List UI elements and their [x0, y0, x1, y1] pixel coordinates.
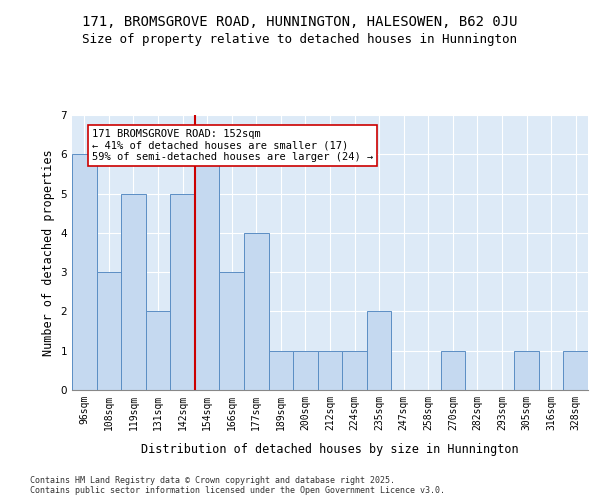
- Bar: [563, 350, 588, 390]
- Bar: [318, 350, 342, 390]
- Bar: [220, 272, 244, 390]
- Text: Distribution of detached houses by size in Hunnington: Distribution of detached houses by size …: [141, 442, 519, 456]
- Bar: [269, 350, 293, 390]
- Text: Contains HM Land Registry data © Crown copyright and database right 2025.
Contai: Contains HM Land Registry data © Crown c…: [30, 476, 445, 495]
- Bar: [440, 350, 465, 390]
- Text: 171 BROMSGROVE ROAD: 152sqm
← 41% of detached houses are smaller (17)
59% of sem: 171 BROMSGROVE ROAD: 152sqm ← 41% of det…: [92, 128, 373, 162]
- Bar: [514, 350, 539, 390]
- Bar: [121, 194, 146, 390]
- Bar: [244, 233, 269, 390]
- Bar: [367, 312, 391, 390]
- Text: Size of property relative to detached houses in Hunnington: Size of property relative to detached ho…: [83, 32, 517, 46]
- Bar: [72, 154, 97, 390]
- Bar: [342, 350, 367, 390]
- Bar: [97, 272, 121, 390]
- Bar: [293, 350, 318, 390]
- Bar: [195, 154, 220, 390]
- Y-axis label: Number of detached properties: Number of detached properties: [42, 149, 55, 356]
- Bar: [170, 194, 195, 390]
- Text: 171, BROMSGROVE ROAD, HUNNINGTON, HALESOWEN, B62 0JU: 171, BROMSGROVE ROAD, HUNNINGTON, HALESO…: [82, 15, 518, 29]
- Bar: [146, 312, 170, 390]
